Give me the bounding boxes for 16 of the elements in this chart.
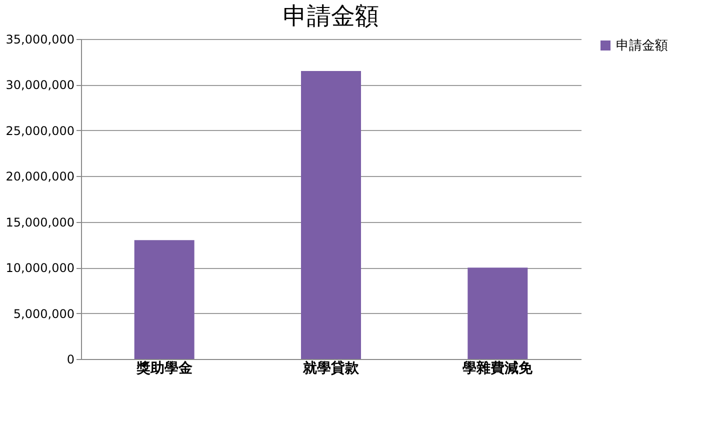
- y-tick-label: 30,000,000: [6, 78, 74, 92]
- bar: [134, 240, 194, 359]
- legend-label: 申請金額: [616, 38, 668, 54]
- x-tick-label: 獎助學金: [135, 360, 194, 376]
- y-tick-label: 10,000,000: [6, 261, 74, 276]
- chart-title: 申請金額: [283, 2, 379, 30]
- bar: [301, 71, 361, 359]
- y-tick-label: 35,000,000: [6, 32, 74, 46]
- y-tick-label: 25,000,000: [6, 124, 74, 138]
- x-tick-label: 就學貸款: [302, 360, 360, 376]
- y-tick-label: 20,000,000: [6, 170, 74, 184]
- bar: [468, 268, 528, 359]
- y-tick-label: 15,000,000: [6, 215, 74, 230]
- y-tick-label: 0: [66, 352, 74, 366]
- y-tick-label: 5,000,000: [13, 306, 74, 321]
- x-tick-label: 學雜費減免: [462, 360, 534, 376]
